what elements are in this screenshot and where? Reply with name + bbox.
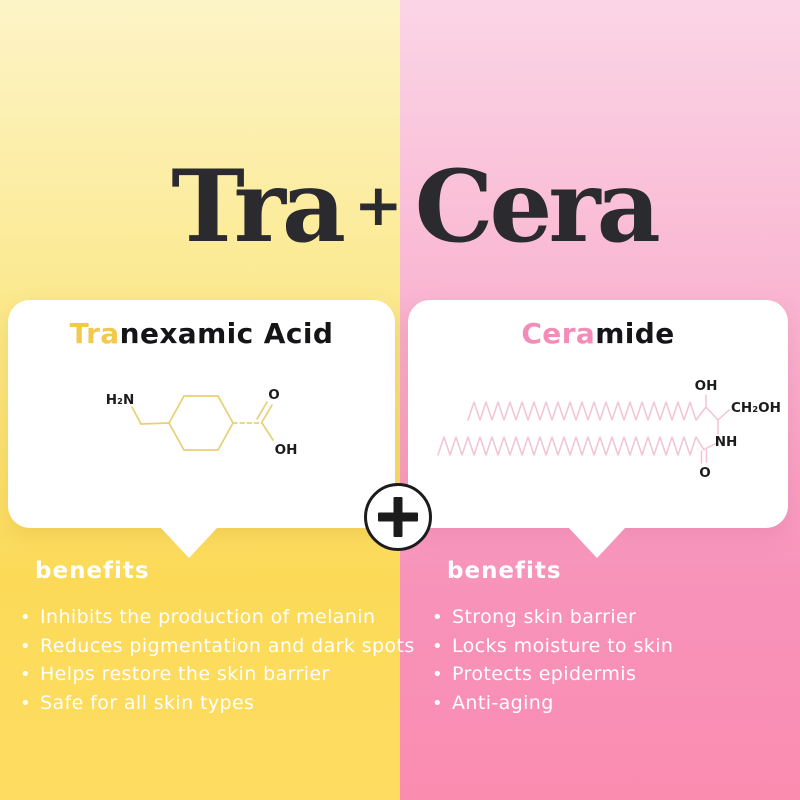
amine-label: H₂N (106, 392, 135, 408)
ceramide-title-highlight: Cera (521, 317, 596, 350)
benefit-text: Helps restore the skin barrier (40, 663, 330, 685)
bullet-icon: • (432, 635, 444, 657)
benefit-text: Anti-aging (452, 691, 554, 714)
benefits-heading: benefits (35, 558, 150, 584)
ceramide-structure-icon: OH CH₂OH NH O (437, 378, 781, 481)
bullet-icon: • (20, 664, 32, 685)
plus-icon (393, 497, 403, 537)
benefit-text: Safe for all skin types (40, 691, 255, 714)
bullet-icon: • (20, 635, 32, 657)
carbonyl-oxygen-label: O (268, 387, 279, 403)
ch2oh-label: CH₂OH (731, 400, 781, 416)
ceramide-title: Ceramide (408, 300, 788, 350)
benefits-list: • Inhibits the production of melanin • Redu… (20, 606, 414, 715)
ceramide-benefits-section: benefits • Strong skin barrier • Locks mois… (432, 557, 792, 720)
ceramide-title-rest: mide (595, 317, 675, 350)
benefit-item: • Reduces pigmentation and dark spots (20, 635, 414, 658)
hydroxyl-label: OH (695, 378, 718, 394)
amide-label: NH (715, 434, 738, 450)
bullet-icon: • (432, 664, 444, 685)
tranexamic-benefits-section: benefits • Inhibits the production of mel… (20, 557, 414, 720)
left-card-tail (160, 527, 218, 558)
benefit-text: Strong skin barrier (452, 606, 637, 628)
plus-combine-badge (364, 483, 432, 551)
benefit-text: Protects epidermis (452, 663, 637, 685)
benefit-item: • Helps restore the skin barrier (20, 663, 395, 686)
benefit-item: • Strong skin barrier (432, 606, 792, 629)
title-plus-sign: + (354, 171, 403, 240)
benefit-item: • Protects epidermis (432, 663, 792, 686)
carbonyl-oxygen-label: O (699, 465, 710, 481)
benefit-item: • Locks moisture to skin (432, 635, 792, 658)
right-card-tail (568, 527, 626, 558)
tranexamic-acid-title-highlight: Tra (69, 317, 120, 350)
bullet-icon: • (20, 692, 32, 714)
tranexamic-acid-card: Tranexamic Acid H₂N O OH (8, 300, 395, 558)
title-tra: Tra (171, 149, 346, 266)
tranexamic-acid-title: Tranexamic Acid (8, 300, 395, 350)
benefits-list: • Strong skin barrier • Locks moisture to s… (432, 606, 792, 715)
title-cera: Cera (414, 149, 661, 266)
hydroxyl-label: OH (275, 442, 298, 458)
benefit-item: • Anti-aging (432, 692, 792, 715)
bullet-icon: • (432, 692, 444, 714)
benefit-text: Locks moisture to skin (452, 634, 674, 657)
benefit-item: • Safe for all skin types (20, 692, 395, 715)
page-title: Tra + Cera (14, 158, 800, 257)
benefit-text: Reduces pigmentation and dark spots (40, 634, 415, 657)
tranexamic-acid-title-rest: nexamic Acid (119, 317, 334, 350)
benefit-item: • Inhibits the production of melanin (20, 606, 395, 629)
benefit-text: Inhibits the production of melanin (40, 606, 376, 628)
bullet-icon: • (20, 607, 32, 628)
bullet-icon: • (432, 607, 444, 628)
benefits-heading: benefits (447, 558, 562, 584)
tranexamic-acid-structure-icon: H₂N O OH (106, 387, 298, 458)
ceramide-card: Ceramide OH CH₂OH NH O (408, 300, 788, 558)
